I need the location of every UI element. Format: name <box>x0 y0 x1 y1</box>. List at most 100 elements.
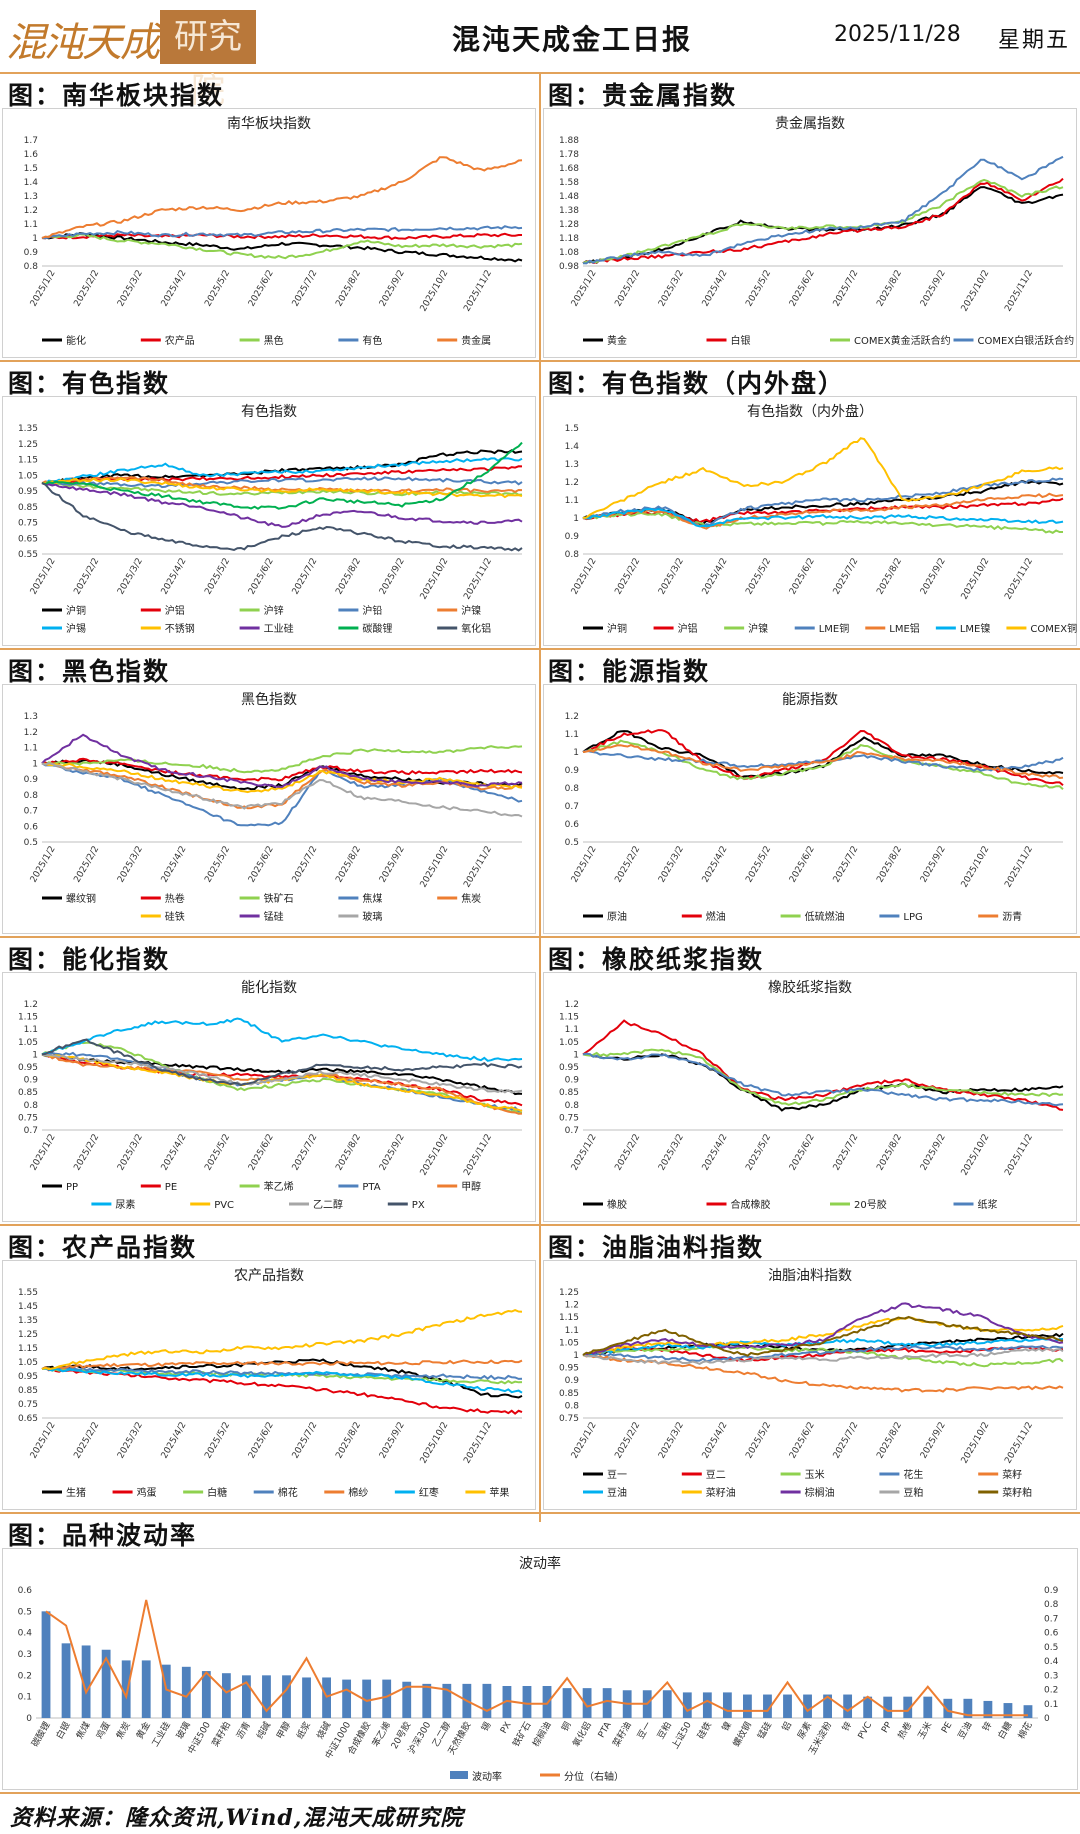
series-line <box>582 178 1064 265</box>
chart-frame <box>2 396 536 646</box>
bar <box>181 1666 191 1718</box>
bar <box>302 1677 311 1718</box>
y-tick-label: 0.6 <box>24 822 39 832</box>
y-tick-label: 1.4 <box>565 442 580 452</box>
y-tick-label: 0.1 <box>18 1693 32 1703</box>
bar <box>121 1660 131 1718</box>
series-line <box>41 757 523 782</box>
y-tick-label: 0.85 <box>18 503 38 513</box>
legend-label: 硅铁 <box>165 910 185 923</box>
y-tick-label: 1 <box>573 1050 579 1060</box>
bar <box>362 1679 372 1718</box>
y-tick-label: 1.2 <box>24 1000 38 1010</box>
series-line <box>41 476 523 489</box>
legend-label: 乙二醇 <box>313 1198 343 1211</box>
section-title: 图：黑色指数 <box>8 657 171 686</box>
legend-label: 农产品 <box>165 334 195 347</box>
y-tick-label: 0.5 <box>18 1607 32 1617</box>
y-tick-label: 0 <box>26 1714 32 1724</box>
series-line <box>41 441 523 510</box>
y-tick-label: 1.05 <box>559 1038 579 1048</box>
legend-label: COMEX白银活跃合约 <box>978 334 1075 347</box>
y-tick-label: 0.65 <box>18 1414 38 1424</box>
series-line <box>41 1017 523 1062</box>
legend-label: 不锈钢 <box>165 622 195 635</box>
section-title: 图：有色指数 <box>8 369 171 398</box>
legend-label: 原油 <box>607 910 627 923</box>
series-line <box>582 1315 1064 1357</box>
y-tick-label: 1.05 <box>18 1038 38 1048</box>
series-line <box>582 508 1064 528</box>
bar <box>81 1645 91 1718</box>
logo-text: 混沌天成 <box>6 20 160 66</box>
series-line <box>582 177 1064 265</box>
section-divider <box>0 360 1080 362</box>
legend-label: 锰硅 <box>264 910 284 923</box>
bar <box>843 1694 853 1718</box>
bar <box>41 1611 51 1718</box>
chart-title: 农产品指数 <box>234 1268 304 1284</box>
bar <box>983 1700 993 1718</box>
y-tick-label: 1.2 <box>24 206 38 216</box>
y-tick-label: 0.65 <box>18 534 38 544</box>
y-tick-label: 0.85 <box>18 1386 38 1396</box>
chart-title: 黑色指数 <box>241 691 297 708</box>
logo-seal: 研究院 <box>160 10 256 111</box>
y-tick-label: 1.25 <box>18 440 38 450</box>
y-tick-label: 1.15 <box>18 456 38 466</box>
bar <box>442 1683 452 1718</box>
chart-frame <box>543 396 1077 646</box>
bar <box>763 1694 772 1718</box>
legend-label: 棉花 <box>278 1486 298 1499</box>
chart-title: 有色指数 <box>241 403 297 420</box>
bar <box>582 1688 592 1718</box>
legend-label: COMEX铜 <box>1030 623 1077 635</box>
bar <box>682 1692 692 1718</box>
legend-label: 菜籽粕 <box>1002 1486 1032 1499</box>
legend-label: 有色 <box>362 334 382 347</box>
bar <box>482 1683 492 1718</box>
y-tick-label: 0.9 <box>565 532 580 542</box>
y-tick-label: 0.9 <box>565 1076 580 1086</box>
y-tick-label: 1.25 <box>18 1330 38 1340</box>
y-tick-label: 1 <box>32 1050 38 1060</box>
y-tick-label: 1.45 <box>18 1302 38 1312</box>
y-tick-label: 0.95 <box>559 1364 579 1374</box>
y-tick-label: 1.18 <box>559 234 579 244</box>
chart-rubber-pulp: 橡胶纸浆指数 0.7 0.75 0.8 0.85 0.9 0.95 1 1.05 1.1 1.15 1… <box>543 972 1077 1222</box>
bar <box>903 1696 913 1718</box>
y2-tick-label: 0.3 <box>1044 1671 1058 1681</box>
section-title: 图：油脂油料指数 <box>548 1233 765 1262</box>
legend-label: 沪镍 <box>461 604 481 617</box>
chart-title: 能化指数 <box>241 980 297 996</box>
legend-label: 铁矿石 <box>264 892 294 905</box>
legend-label: 热卷 <box>165 892 185 905</box>
bar <box>221 1673 231 1718</box>
y-tick-label: 0.95 <box>559 1063 579 1073</box>
section-title: 图：有色指数（内外盘） <box>548 369 846 398</box>
legend-label: PP <box>66 1182 78 1193</box>
legend-label: 螺纹钢 <box>66 892 96 905</box>
series-line <box>582 1347 1064 1366</box>
bar <box>1023 1705 1033 1718</box>
y-tick-label: 1.15 <box>559 1313 579 1323</box>
y-tick-label: 1.3 <box>565 460 579 470</box>
y-tick-label: 0.75 <box>18 1400 38 1410</box>
series-line <box>41 449 523 485</box>
y-tick-label: 0.9 <box>24 775 39 785</box>
y2-tick-label: 0 <box>1044 1714 1050 1724</box>
legend-label: 玉米 <box>805 1468 825 1481</box>
chart-title: 波动率 <box>519 1555 561 1572</box>
series-line <box>45 1599 1028 1717</box>
y2-tick-label: 0.9 <box>1044 1586 1059 1596</box>
bar <box>201 1671 211 1718</box>
series-line <box>41 1359 523 1371</box>
series-line <box>41 233 523 260</box>
y-tick-label: 0.85 <box>18 1088 38 1098</box>
series-line <box>41 1053 523 1094</box>
bar <box>61 1643 71 1718</box>
y2-tick-label: 0.4 <box>1044 1657 1059 1667</box>
bar <box>963 1698 973 1718</box>
y2-tick-label: 0.8 <box>1044 1600 1059 1610</box>
legend-label: 鸡蛋 <box>137 1486 157 1499</box>
